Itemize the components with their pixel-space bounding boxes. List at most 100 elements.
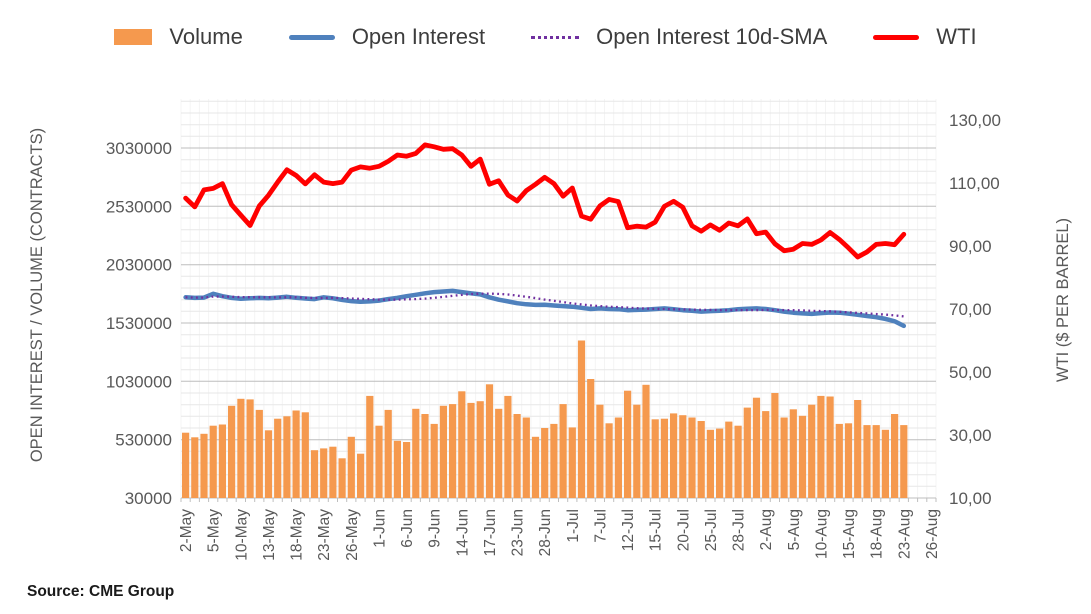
x-axis-label: 7-Jul xyxy=(592,509,609,543)
volume-bar xyxy=(624,390,632,498)
x-axis-label: 15-Jul xyxy=(648,509,665,551)
volume-bar xyxy=(283,416,291,498)
x-axis-label: 25-Jul xyxy=(703,509,720,551)
volume-bar xyxy=(504,395,512,498)
x-axis-label: 23-Aug xyxy=(896,509,913,559)
volume-bar xyxy=(660,418,668,498)
volume-bar xyxy=(614,417,622,498)
volume-bar xyxy=(881,429,889,499)
x-axis-label: 10-Aug xyxy=(813,509,830,559)
volume-bar xyxy=(458,391,466,499)
volume-bar xyxy=(522,417,530,498)
volume-bar xyxy=(255,409,263,498)
x-axis-label: 28-Jul xyxy=(731,509,748,551)
volume-bar xyxy=(854,400,862,498)
x-axis-label: 14-Jun xyxy=(454,509,471,556)
x-axis-label: 5-May xyxy=(206,509,223,552)
left-axis-title: OPEN INTEREST / VOLUME (CONTRACTS) xyxy=(28,128,46,462)
volume-bar xyxy=(403,442,411,498)
volume-bar xyxy=(679,415,687,498)
volume-bar xyxy=(329,446,337,498)
volume-bars xyxy=(182,340,908,499)
volume-bar xyxy=(891,414,899,498)
legend-label: Volume xyxy=(169,24,243,49)
legend-label: WTI xyxy=(936,24,977,49)
right-axis-tick-label: 130,00 xyxy=(949,111,1001,130)
volume-bar xyxy=(550,423,558,498)
volume-bar xyxy=(568,427,576,498)
x-axis-label: 18-May xyxy=(289,509,306,561)
volume-bar xyxy=(513,414,521,498)
volume-bar xyxy=(808,404,816,498)
x-axis-label: 5-Aug xyxy=(786,509,803,550)
volume-bar xyxy=(228,405,236,498)
volume-bar xyxy=(734,425,742,498)
volume-bar xyxy=(688,417,696,498)
volume-bar xyxy=(752,397,761,498)
volume-bar xyxy=(605,423,613,498)
volume-bar xyxy=(587,379,595,498)
volume-bar xyxy=(771,393,779,498)
x-axis-label: 1-Jul xyxy=(565,509,582,543)
legend-item-volume: Volume xyxy=(114,24,243,50)
volume-bar xyxy=(421,414,429,498)
volume-bar xyxy=(789,409,797,498)
x-axis-label: 2-May xyxy=(178,509,195,552)
volume-bar xyxy=(237,398,245,498)
legend-swatch-line xyxy=(873,34,920,40)
volume-bar xyxy=(780,417,788,498)
x-axis-label: 6-Jun xyxy=(399,509,416,548)
volume-bar xyxy=(798,415,807,499)
series-lines xyxy=(183,142,907,329)
open-interest-line xyxy=(183,288,907,329)
volume-bar xyxy=(347,436,355,499)
volume-bar xyxy=(357,453,365,498)
x-axis-label: 13-May xyxy=(261,509,278,561)
x-axis-label: 28-Jun xyxy=(537,509,554,556)
left-axis-tick-label: 1530000 xyxy=(106,314,172,333)
chart-legend: Volume Open Interest Open Interest 10d-SMA… xyxy=(0,24,1091,50)
volume-bar xyxy=(872,425,880,498)
open-interest-10d-sma-line xyxy=(185,292,904,318)
legend-label: Open Interest 10d-SMA xyxy=(596,24,828,49)
volume-bar xyxy=(320,448,328,498)
volume-bar xyxy=(817,395,825,498)
legend-item-wti: WTI xyxy=(873,24,977,50)
volume-bar xyxy=(476,401,484,498)
volume-bar xyxy=(531,436,540,499)
x-axis-label: 9-Jun xyxy=(427,509,444,548)
volume-bar xyxy=(559,404,567,498)
grid-lines xyxy=(180,99,937,499)
x-axis-label: 12-Jul xyxy=(620,509,637,551)
right-axis-tick-label: 30,00 xyxy=(949,426,992,445)
volume-bar xyxy=(762,411,770,498)
x-axis-label: 17-Jun xyxy=(482,509,499,556)
legend-swatch-bar xyxy=(114,29,153,45)
x-axis-label: 2-Aug xyxy=(758,509,775,550)
volume-bar xyxy=(633,404,641,498)
volume-bar xyxy=(200,433,208,498)
volume-bar xyxy=(725,421,733,498)
volume-bar xyxy=(191,437,199,498)
volume-bar xyxy=(375,425,383,498)
volume-bar xyxy=(863,425,871,498)
x-axis-label: 26-May xyxy=(344,509,361,561)
right-axis-tick-label: 50,00 xyxy=(949,363,992,382)
left-axis-tick-label: 30000 xyxy=(125,489,172,508)
volume-bar xyxy=(366,395,374,498)
legend-item-open-interest: Open Interest xyxy=(288,24,485,50)
volume-bar xyxy=(384,409,392,498)
right-axis-tick-label: 90,00 xyxy=(949,237,992,256)
volume-bar xyxy=(338,458,346,498)
volume-bar xyxy=(642,384,650,498)
x-axis-label: 20-Jul xyxy=(675,509,692,551)
x-axis-label: 10-May xyxy=(233,509,250,561)
source-note: Source: CME Group xyxy=(27,583,175,600)
right-axis-tick-label: 10,00 xyxy=(949,489,992,508)
legend-swatch-line xyxy=(288,34,335,40)
volume-bar xyxy=(274,418,282,498)
right-axis-tick-label: 70,00 xyxy=(949,300,992,319)
volume-bar xyxy=(577,340,586,498)
volume-bar xyxy=(412,408,420,499)
